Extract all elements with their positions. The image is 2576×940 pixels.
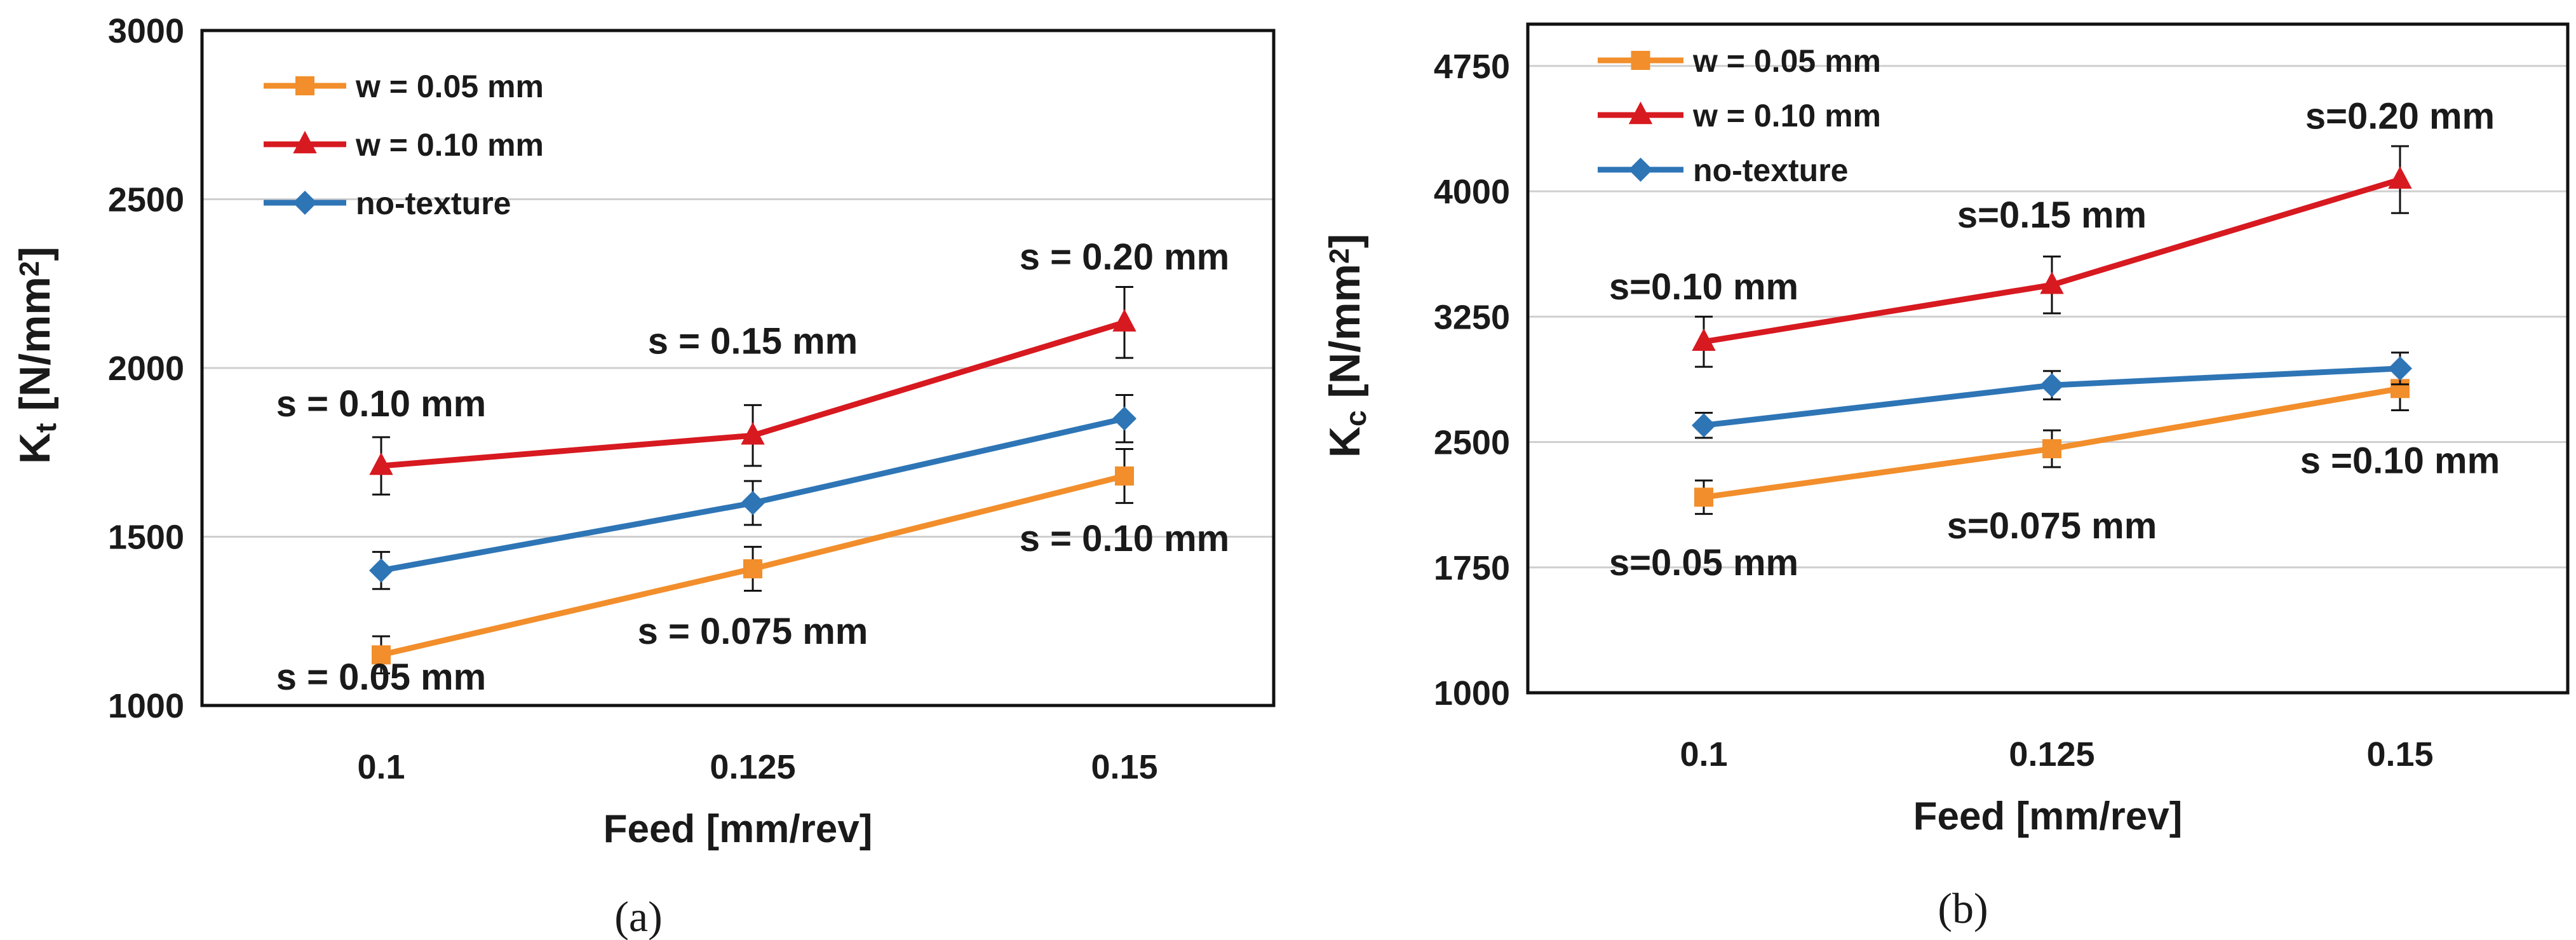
- x-tick-label: 0.15: [1091, 748, 1157, 786]
- data-point: [2040, 373, 2064, 398]
- data-point: [2388, 356, 2412, 381]
- plot-area-border: [200, 29, 1276, 707]
- y-axis-title-base: K: [11, 433, 59, 464]
- y-axis-title-unit_pre: [N/mm: [11, 276, 59, 423]
- y-axis-title-sub: c: [1339, 410, 1372, 426]
- y-axis-title-unit_pre: [N/mm: [1321, 264, 1369, 410]
- data-point: [2042, 439, 2061, 459]
- data-point: [1694, 487, 1713, 507]
- data-point: [1112, 309, 1136, 332]
- chart-panel-a: 1000 1500 2000 2500 3000 0.1 0.125 0.15 w = 0.05…: [11, 12, 1276, 940]
- legend-label: w = 0.05 mm: [355, 69, 544, 104]
- legend-marker: [295, 76, 314, 95]
- series-diamond: [369, 393, 1136, 590]
- data-point: [2388, 166, 2412, 189]
- legend-label: w = 0.10 mm: [355, 127, 544, 163]
- annotation-label: s =0.10 mm: [2300, 440, 2500, 481]
- y-axis-title: Kc [N/mm2]: [1321, 234, 1372, 458]
- legend-marker: [293, 191, 317, 215]
- series-triangle: [369, 286, 1136, 496]
- y-tick-label: 1000: [108, 687, 184, 725]
- y-axis-title: Kt [N/mm2]: [11, 247, 62, 464]
- y-tick-label: 3250: [1434, 298, 1510, 336]
- annotation-label: s = 0.10 mm: [276, 383, 487, 425]
- x-axis-title: Feed [mm/rev]: [604, 807, 873, 851]
- y-tick-label: 3000: [108, 12, 184, 50]
- x-tick-label: 0.15: [2366, 735, 2433, 773]
- legend-marker: [1631, 51, 1650, 70]
- annotation-label: s = 0.15 mm: [648, 321, 858, 362]
- y-tick-label: 1000: [1434, 674, 1510, 712]
- annotation-label: s=0.05 mm: [1609, 542, 1798, 583]
- panel-caption: (b): [1938, 884, 1988, 932]
- legend-marker: [1628, 158, 1653, 182]
- panel-caption: (a): [614, 892, 662, 940]
- data-point: [372, 645, 391, 665]
- x-tick-label: 0.125: [2009, 735, 2094, 773]
- annotation-label: s=0.20 mm: [2305, 96, 2495, 137]
- annotation-label: s = 0.20 mm: [1020, 236, 1230, 278]
- data-point: [741, 491, 765, 515]
- data-point: [1112, 406, 1136, 431]
- y-axis-title-unit_post: ]: [11, 247, 59, 261]
- series-square: [372, 447, 1134, 675]
- y-tick-label: 1500: [108, 519, 184, 557]
- y-tick-label: 4000: [1434, 173, 1510, 211]
- annotation-label: s = 0.075 mm: [638, 611, 868, 652]
- data-point: [1115, 466, 1134, 486]
- legend-label: w = 0.05 mm: [1692, 43, 1881, 79]
- data-point: [2040, 271, 2064, 294]
- y-axis-title-sup: 2: [1324, 249, 1355, 264]
- data-point: [741, 422, 765, 445]
- data-point: [1692, 413, 1716, 438]
- series-diamond: [1692, 351, 2412, 439]
- legend-label: no-texture: [1693, 153, 1848, 188]
- x-axis-title: Feed [mm/rev]: [1913, 794, 2183, 838]
- series-triangle: [1692, 145, 2412, 368]
- data-point: [743, 559, 762, 578]
- data-point: [369, 452, 393, 475]
- plot-area-border: [1526, 22, 2570, 695]
- y-axis-title-base: K: [1321, 426, 1369, 458]
- x-tick-label: 0.1: [1680, 735, 1727, 773]
- legend-marker: [1628, 101, 1653, 125]
- chart-panel-b: 1000 1750 2500 3250 4000 4750 0.1 0.125 0.15 w = …: [1321, 22, 2570, 932]
- legend-label: w = 0.10 mm: [1692, 98, 1881, 133]
- y-axis-title-sub: t: [29, 423, 62, 433]
- data-point: [369, 558, 393, 583]
- legend-label: no-texture: [356, 186, 511, 221]
- data-point: [1692, 328, 1716, 351]
- x-tick-label: 0.125: [710, 748, 795, 786]
- y-tick-label: 2500: [108, 181, 184, 219]
- y-tick-label: 4750: [1434, 48, 1510, 86]
- annotation-label: s=0.075 mm: [1947, 505, 2157, 547]
- y-tick-label: 2000: [108, 350, 184, 388]
- annotation-label: s=0.15 mm: [1957, 194, 2147, 236]
- y-axis-title-sup: 2: [14, 261, 45, 276]
- annotation-label: s = 0.10 mm: [1020, 518, 1230, 559]
- annotation-label: s = 0.05 mm: [276, 657, 487, 698]
- x-tick-label: 0.1: [357, 748, 405, 786]
- y-axis-title-unit_post: ]: [1321, 234, 1369, 249]
- legend-marker: [293, 130, 317, 154]
- y-tick-label: 2500: [1434, 424, 1510, 462]
- annotation-label: s=0.10 mm: [1609, 266, 1798, 308]
- y-tick-label: 1750: [1434, 549, 1510, 587]
